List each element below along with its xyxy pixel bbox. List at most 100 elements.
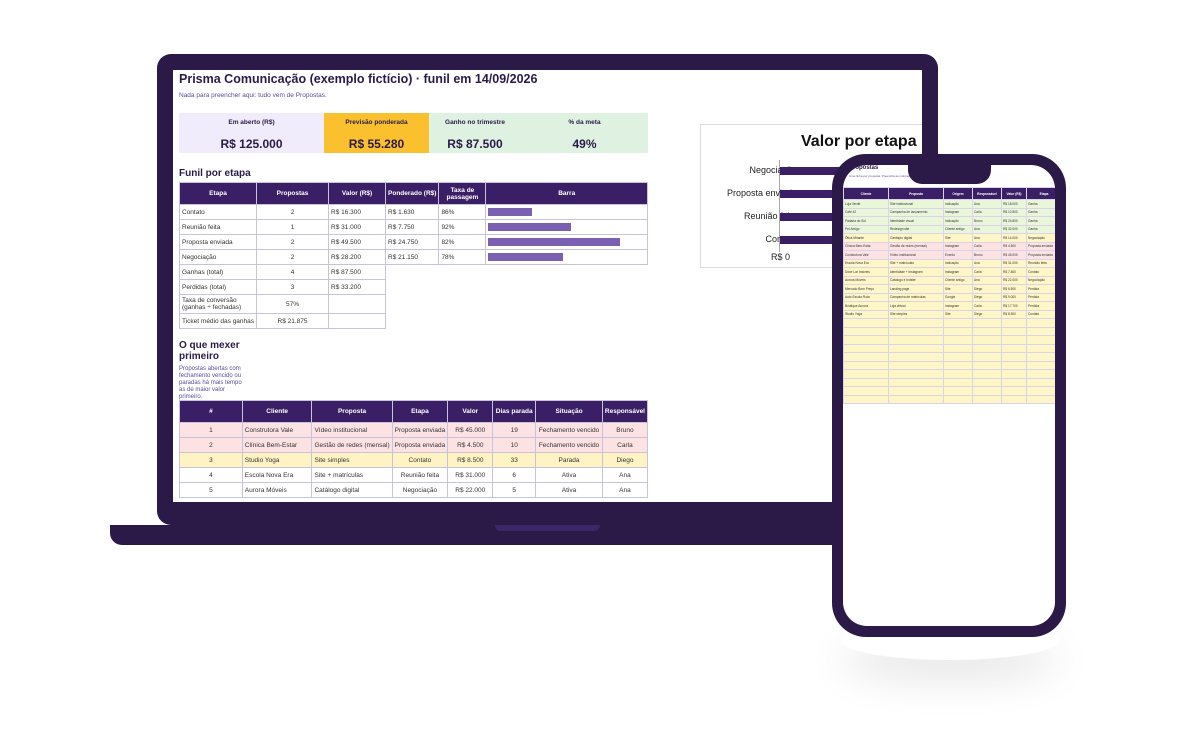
rank-cell[interactable]: 5 bbox=[179, 482, 243, 498]
rank-cell[interactable]: 4 bbox=[179, 467, 243, 483]
phone-cell[interactable]: Site bbox=[943, 284, 973, 294]
phone-cell[interactable] bbox=[888, 394, 944, 404]
stage-cell[interactable]: Negociação bbox=[391, 482, 449, 498]
value-cell[interactable]: R$ 31.000 bbox=[447, 467, 494, 483]
stage-cell[interactable]: Contato bbox=[391, 452, 449, 468]
status-cell[interactable]: Fechamento vencido bbox=[535, 422, 603, 438]
client-cell[interactable]: Aurora Móveis bbox=[241, 482, 313, 498]
phone-cell[interactable]: Site bbox=[943, 233, 973, 243]
phone-cell[interactable] bbox=[1026, 377, 1055, 387]
phone-table-row[interactable]: Pet Amigo Redesign site Cliente antigo Ana R… bbox=[843, 224, 1055, 234]
phone-cell[interactable]: Ganha bbox=[1026, 207, 1055, 217]
phone-cell[interactable]: Bruno bbox=[972, 216, 1002, 226]
kpi-open[interactable]: Em aberto (R$) R$ 125.000 bbox=[179, 113, 324, 153]
phone-cell[interactable]: Perdida bbox=[1026, 292, 1055, 302]
phone-cell[interactable] bbox=[972, 369, 1002, 379]
phone-cell[interactable]: R$ 14.000 bbox=[1001, 233, 1027, 243]
phone-cell[interactable] bbox=[943, 377, 973, 387]
funnel-summary-row[interactable]: Taxa de conversão (ganhas ÷ fechadas) 57% bbox=[178, 294, 648, 314]
phone-cell[interactable] bbox=[1001, 377, 1027, 387]
stage-cell[interactable]: Proposta enviada bbox=[391, 422, 449, 438]
phone-cell[interactable]: Ganha bbox=[1026, 199, 1055, 209]
funnel-header[interactable]: Taxa de passagem bbox=[438, 182, 487, 205]
phone-cell[interactable]: Perdida bbox=[1026, 301, 1055, 311]
phone-empty-row[interactable] bbox=[843, 352, 1055, 362]
client-cell[interactable]: Construtora Vale bbox=[241, 422, 313, 438]
phone-cell[interactable]: Site bbox=[943, 309, 973, 319]
phone-cell[interactable]: Clínica Bem-Estar bbox=[843, 241, 889, 251]
phone-cell[interactable]: Negociação bbox=[1026, 233, 1055, 243]
phone-cell[interactable] bbox=[1026, 352, 1055, 362]
phone-cell[interactable]: R$ 31.000 bbox=[1001, 258, 1027, 268]
phone-cell[interactable] bbox=[843, 369, 889, 379]
phone-cell[interactable]: Mercado Bom Preço bbox=[843, 284, 889, 294]
phone-cell[interactable] bbox=[843, 352, 889, 362]
phone-empty-row[interactable] bbox=[843, 335, 1055, 345]
phone-cell[interactable]: Site + matrículas bbox=[888, 258, 944, 268]
phone-cell[interactable]: Auto Escola Rota bbox=[843, 292, 889, 302]
funnel-row[interactable]: Proposta enviada 2 R$ 49.500 R$ 24.750 82% bbox=[178, 234, 648, 250]
phone-cell[interactable] bbox=[888, 335, 944, 345]
phone-cell[interactable] bbox=[943, 386, 973, 396]
stage-cell[interactable]: Contato bbox=[178, 204, 258, 220]
phone-cell[interactable]: R$ 4.500 bbox=[1001, 241, 1027, 251]
phone-cell[interactable] bbox=[1001, 318, 1027, 328]
phone-empty-row[interactable] bbox=[843, 386, 1055, 396]
phone-empty-row[interactable] bbox=[843, 326, 1055, 336]
client-cell[interactable]: Clínica Bem-Estar bbox=[241, 437, 313, 453]
phone-cell[interactable] bbox=[1001, 326, 1027, 336]
phone-cell[interactable]: Bruno bbox=[972, 250, 1002, 260]
bar-cell[interactable] bbox=[485, 204, 648, 220]
phone-cell[interactable] bbox=[972, 335, 1002, 345]
funnel-summary-row[interactable]: Perdidas (total) 3 R$ 33.200 bbox=[178, 279, 648, 295]
value-cell[interactable]: R$ 22.000 bbox=[447, 482, 494, 498]
phone-cell[interactable] bbox=[888, 343, 944, 353]
pass-rate-cell[interactable]: 86% bbox=[438, 204, 487, 220]
owner-cell[interactable]: Carla bbox=[601, 437, 649, 453]
summary-value[interactable]: R$ 33.200 bbox=[328, 279, 387, 295]
phone-cell[interactable]: Ana bbox=[972, 233, 1002, 243]
priority-header[interactable]: Cliente bbox=[241, 400, 313, 423]
phone-empty-row[interactable] bbox=[843, 377, 1055, 387]
phone-cell[interactable]: Cardápio digital bbox=[888, 233, 944, 243]
value-cell[interactable]: R$ 45.000 bbox=[447, 422, 494, 438]
status-cell[interactable]: Ativa bbox=[535, 482, 603, 498]
phone-cell[interactable] bbox=[888, 386, 944, 396]
phone-cell[interactable] bbox=[1026, 360, 1055, 370]
stage-cell[interactable]: Negociação bbox=[178, 249, 258, 265]
phone-cell[interactable] bbox=[943, 326, 973, 336]
funnel-row[interactable]: Contato 2 R$ 16.300 R$ 1.630 86% bbox=[178, 204, 648, 220]
pass-rate-cell[interactable]: 78% bbox=[438, 249, 487, 265]
kpi-forecast[interactable]: Previsão ponderada R$ 55.280 bbox=[324, 113, 429, 153]
phone-cell[interactable]: Perdida bbox=[1026, 284, 1055, 294]
phone-header[interactable]: Origem bbox=[943, 187, 973, 200]
phone-cell[interactable] bbox=[972, 326, 1002, 336]
phone-cell[interactable]: Carla bbox=[972, 241, 1002, 251]
days-idle-cell[interactable]: 10 bbox=[492, 437, 537, 453]
phone-cell[interactable] bbox=[1001, 352, 1027, 362]
phone-cell[interactable]: Landing page bbox=[888, 284, 944, 294]
proposals-cell[interactable]: 2 bbox=[256, 234, 330, 250]
phone-cell[interactable] bbox=[943, 343, 973, 353]
phone-cell[interactable]: Doce Lar Imóveis bbox=[843, 267, 889, 277]
pass-rate-cell[interactable]: 92% bbox=[438, 219, 487, 235]
phone-cell[interactable] bbox=[888, 318, 944, 328]
phone-cell[interactable]: Carla bbox=[972, 301, 1002, 311]
priority-header[interactable]: Situação bbox=[535, 400, 603, 423]
phone-cell[interactable]: Indicação bbox=[943, 216, 973, 226]
funnel-header[interactable]: Barra bbox=[485, 182, 648, 205]
phone-cell[interactable]: R$ 45.000 bbox=[1001, 250, 1027, 260]
phone-cell[interactable] bbox=[1001, 394, 1027, 404]
phone-cell[interactable] bbox=[843, 360, 889, 370]
phone-cell[interactable]: Campanha de matrículas bbox=[888, 292, 944, 302]
phone-table-row[interactable]: Loja Verde Site institucional Indicação Ana… bbox=[843, 199, 1055, 209]
status-cell[interactable]: Fechamento vencido bbox=[535, 437, 603, 453]
summary-value[interactable]: 3 bbox=[256, 279, 330, 295]
phone-cell[interactable]: Padaria do Sol bbox=[843, 216, 889, 226]
phone-cell[interactable] bbox=[1026, 335, 1055, 345]
owner-cell[interactable]: Bruno bbox=[601, 422, 649, 438]
weighted-cell[interactable]: R$ 1.630 bbox=[385, 204, 440, 220]
phone-cell[interactable]: Site institucional bbox=[888, 199, 944, 209]
phone-table-row[interactable]: Clínica Bem-Estar Gestão de redes (mensal… bbox=[843, 241, 1055, 251]
phone-header[interactable]: Cliente bbox=[843, 187, 889, 200]
